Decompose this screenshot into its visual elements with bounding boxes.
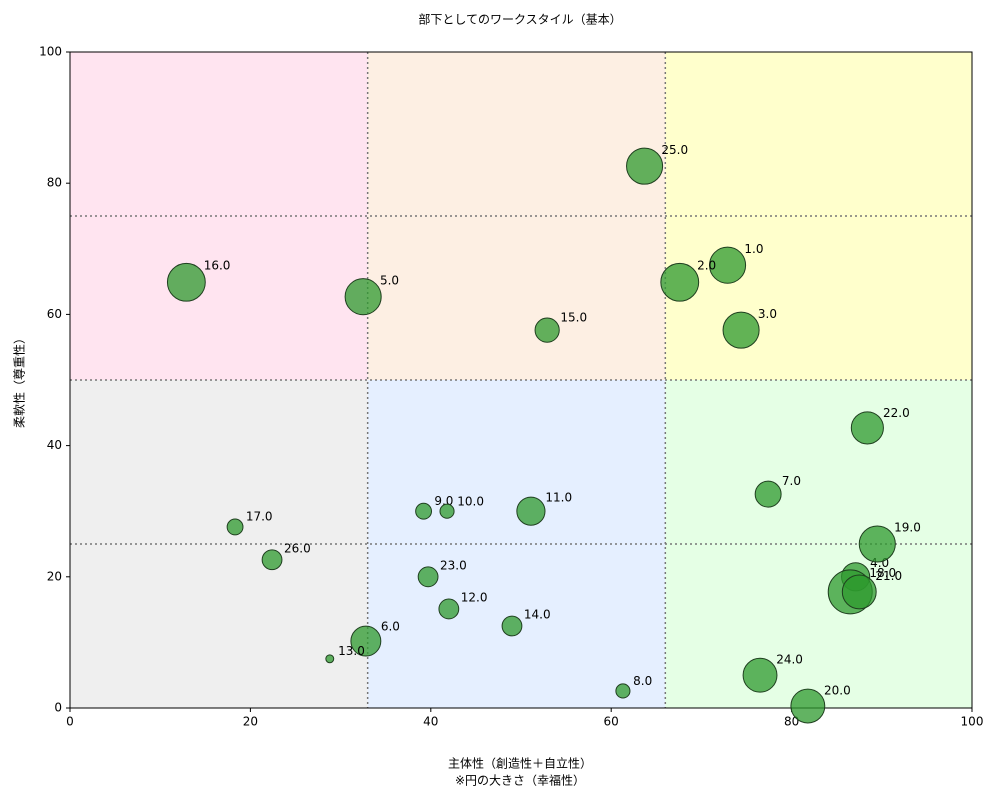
bubble: [534, 317, 560, 343]
point-label: 19.0: [894, 521, 921, 535]
point-label: 6.0: [381, 620, 400, 634]
y-axis-label: 柔軟性（尊重性）: [12, 332, 27, 428]
quadrant-region: [70, 52, 368, 380]
quadrant-region: [70, 380, 368, 708]
y-tick-label: 80: [47, 176, 62, 190]
bubble: [615, 683, 631, 699]
chart-title: 部下としてのワークスタイル（基本）: [418, 12, 621, 27]
point-label: 7.0: [782, 474, 801, 488]
y-tick-label: 60: [47, 307, 62, 321]
bubble: [709, 246, 747, 284]
bubble: [516, 496, 546, 526]
point-label: 5.0: [380, 273, 399, 287]
y-tick-label: 100: [39, 45, 62, 59]
bubble: [439, 503, 455, 519]
point-label: 24.0: [776, 653, 803, 667]
bubble: [261, 549, 283, 571]
bubble: [501, 615, 523, 637]
bubble: [325, 654, 335, 664]
bubble: [722, 311, 760, 349]
point-label: 1.0: [744, 242, 763, 256]
bubble: [754, 480, 782, 508]
plot-frame: [69, 51, 973, 709]
bubble: [417, 566, 439, 588]
bubble: [858, 525, 896, 563]
bubble: [841, 574, 877, 610]
bubble: [742, 657, 778, 693]
bubble: [166, 262, 206, 302]
point-label: 20.0: [824, 683, 851, 697]
y-tick-label: 40: [47, 438, 62, 452]
point-label: 16.0: [204, 258, 231, 272]
point-label: 13.0: [338, 644, 365, 658]
point-label: 8.0: [633, 674, 652, 688]
x-tick-label: 40: [423, 715, 438, 729]
point-label: 25.0: [661, 143, 688, 157]
point-label: 21.0: [875, 569, 902, 583]
bubble: [350, 625, 382, 657]
point-label: 18.0: [869, 566, 896, 580]
bubble: [226, 518, 244, 536]
bubble: [850, 411, 884, 445]
y-tick-label: 20: [47, 569, 62, 583]
x-tick-label: 20: [243, 715, 258, 729]
point-label: 15.0: [560, 310, 587, 324]
y-tick-label: 0: [54, 701, 62, 715]
point-label: 17.0: [246, 510, 273, 524]
point-label: 14.0: [524, 608, 551, 622]
x-tick-label: 0: [66, 715, 74, 729]
point-label: 3.0: [758, 307, 777, 321]
x-tick-label: 60: [604, 715, 619, 729]
point-label: 22.0: [883, 406, 910, 420]
bubble: [344, 278, 382, 316]
point-label: 2.0: [697, 258, 716, 272]
bubble: [660, 262, 700, 302]
bubble: [790, 688, 826, 724]
bubble: [438, 598, 460, 620]
point-label: 26.0: [284, 541, 311, 555]
x-tick-label: 100: [961, 715, 984, 729]
bubble: [626, 147, 664, 185]
point-label: 11.0: [545, 490, 572, 504]
point-label: 23.0: [440, 558, 467, 572]
x-axis-label: 主体性（創造性＋自立性）: [448, 756, 592, 771]
bubble: [415, 502, 433, 520]
point-label: 12.0: [461, 591, 488, 605]
point-label: 10.0: [457, 494, 484, 508]
x-axis-note: ※円の大きさ（幸福性）: [455, 773, 585, 788]
